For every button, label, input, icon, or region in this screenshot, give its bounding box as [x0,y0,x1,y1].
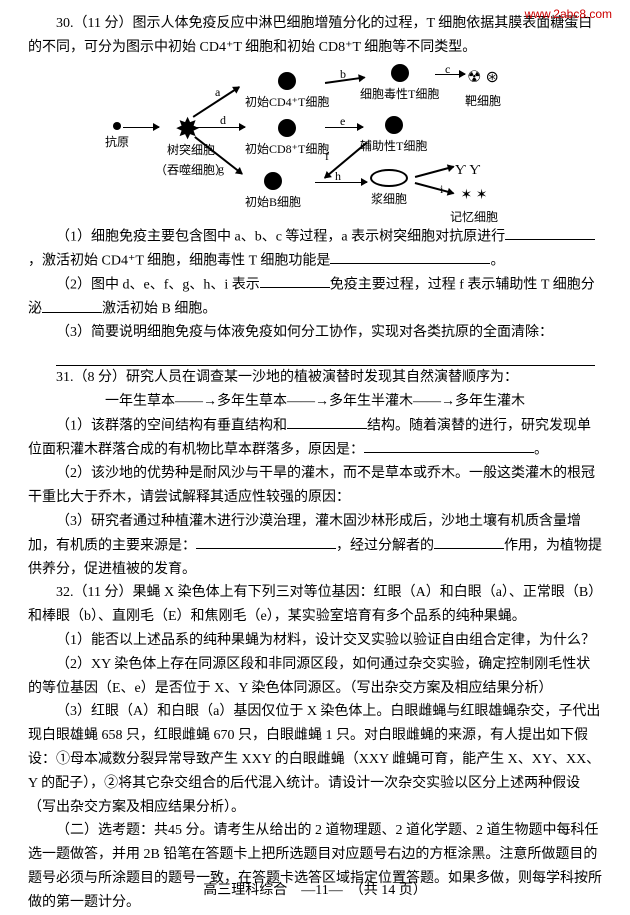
q30-sub1b: ，激活初始 CD4⁺T 细胞，细胞毒性 T 细胞功能是 [28,253,330,268]
q32-sub2: （2）XY 染色体上存在同源区段和非同源区段，如何通过杂交实验，确定控制刚毛性状… [28,653,602,701]
q30-sub1: （1）细胞免疫主要包含图中 a、b、c 等过程，a 表示树突细胞对抗原进行 ，激活… [28,225,602,273]
q31-chain: 一年生草本——→多年生草本——→多年生半灌木——→多年生灌木 [28,390,602,414]
edge-a: a [215,82,220,102]
q31-sub2: （2）该沙地的优势种是耐风沙与干旱的灌木，而不是草本或乔木。一般这类灌木的根冠干… [28,462,602,510]
q30-sub2: （2）图中 d、e、f、g、h、i 表示免疫主要过程，过程 f 表示辅助性 T … [28,273,602,321]
antibody-icon: Ƴ Ƴ [455,159,480,183]
q31-sub1: （1）该群落的空间结构有垂直结构和结构。随着演替的进行，研究发现单位面积灌木群落… [28,414,602,462]
q31-sub1c: 。 [534,442,548,457]
page-footer: 高三理科综合 —11— （共 14 页） [0,879,630,903]
diagram-label-plasma: 浆细胞 [370,189,408,209]
diagram-label-antigen: 抗原 [105,132,129,152]
answer-line [56,345,595,366]
edge-d: d [220,110,226,130]
edge-e: e [340,111,345,131]
q30-stem: 30.（11 分）图示人体免疫反应中淋巴细胞增殖分化的过程，T 细胞依据其膜表面… [28,12,602,60]
q31-sub1a: （1）该群落的空间结构有垂直结构和 [56,418,287,433]
diagram-label-memory: 记忆细胞 [450,207,498,227]
diagram-label-dendritic-sub: （吞噬细胞） [155,160,227,180]
q32-stem: 32.（11 分）果蝇 X 染色体上有下列三对等位基因：红眼（A）和白眼（a）、… [28,581,602,629]
q31-stem: 31.（8 分）研究人员在调查某一沙地的植被演替时发现其自然演替顺序为： [28,366,602,390]
diagram-label-helpert: 辅助性T细胞 [360,136,427,156]
q31-sub3b: ，经过分解者的 [336,538,434,553]
diagram-label-target: 靶细胞 [465,91,501,111]
edge-c: c [445,59,450,79]
edge-g: g [218,159,224,179]
diagram-label-cd8: 初始CD8⁺T细胞 [245,139,329,159]
edge-h: h [335,166,341,186]
edge-i: i [440,179,443,199]
q30-sub1c: 。 [490,253,504,268]
watermark-url: www.2abc8.com [525,4,612,24]
q30-sub3: （3）简要说明细胞免疫与体液免疫如何分工协作，实现对各类抗原的全面清除： [28,321,602,345]
q31-sub3: （3）研究者通过种植灌木进行沙漠治理，灌木固沙林形成后，沙地土壤有机质含量增加，… [28,510,602,582]
q30-diagram: 抗原 树突细胞 （吞噬细胞） 初始CD4⁺T细胞 初始CD8⁺T细胞 初始B细胞… [105,64,525,219]
q32-sub3: （3）红眼（A）和白眼（a）基因仅位于 X 染色体上。白眼雌蝇与红眼雄蝇杂交，子… [28,700,602,819]
q30-sub2c: 激活初始 B 细胞。 [102,302,216,317]
q30-sub2a: （2）图中 d、e、f、g、h、i 表示 [56,277,260,292]
edge-b: b [340,64,346,84]
diagram-label-cd4: 初始CD4⁺T细胞 [245,92,329,112]
edge-f: f [325,146,329,166]
diagram-label-naiveb: 初始B细胞 [245,192,301,212]
q30-sub1a: （1）细胞免疫主要包含图中 a、b、c 等过程，a 表示树突细胞对抗原进行 [56,229,505,244]
diagram-label-cytot: 细胞毒性T细胞 [360,84,439,104]
q32-sub1: （1）能否以上述品系的纯种果蝇为材料，设计交叉实验以验证自由组合定律，为什么？ [28,629,602,653]
